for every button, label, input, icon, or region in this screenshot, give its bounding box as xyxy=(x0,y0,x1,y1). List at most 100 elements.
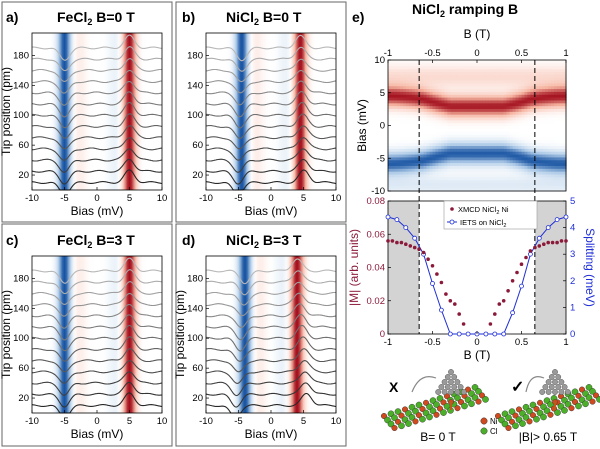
heatmap-cell xyxy=(459,105,463,110)
heatmap-cell xyxy=(530,185,534,189)
heatmap-cell xyxy=(494,79,499,84)
heatmap-cell xyxy=(563,136,567,141)
heatmap-cell xyxy=(468,60,472,64)
heatmap-cell xyxy=(462,68,466,72)
heatmap-cell xyxy=(459,119,463,124)
heatmap-cell xyxy=(414,145,419,149)
heatmap-cell xyxy=(509,151,514,155)
heatmap-cell xyxy=(408,134,413,138)
heatmap-cell xyxy=(459,60,463,64)
heatmap-cell xyxy=(548,136,552,141)
heatmap-cell xyxy=(545,134,549,138)
heatmap-cell xyxy=(536,79,540,84)
xmcd-point xyxy=(430,264,435,268)
legend-iets-marker xyxy=(449,219,455,225)
heatmap-cell xyxy=(435,134,440,138)
heatmap-cell xyxy=(479,82,484,87)
heatmap-cell xyxy=(530,179,534,184)
heatmap-cell xyxy=(512,159,517,164)
heatmap-cell xyxy=(447,88,451,92)
heatmap-cell xyxy=(530,151,534,155)
heatmap-cell xyxy=(411,182,416,186)
heatmap-cell xyxy=(521,188,526,192)
legend-xmcd-label: XMCD NiCl2 Ni xyxy=(458,205,509,216)
heatmap-cell xyxy=(479,176,484,181)
heatmap-cell xyxy=(512,122,517,127)
heatmap-cell xyxy=(444,82,448,87)
heatmap-cell xyxy=(438,185,442,189)
heatmap-cell xyxy=(429,74,434,78)
heatmap-cell xyxy=(417,105,422,110)
heatmap-cell xyxy=(441,77,445,81)
heatmap-cell xyxy=(527,88,531,92)
heatmap-cell xyxy=(515,94,520,98)
heatmap-cell xyxy=(462,99,466,104)
heatmap-cell xyxy=(512,179,517,184)
heatmap-cell xyxy=(453,171,457,175)
heatmap-cell xyxy=(411,82,416,87)
heatmap-cell xyxy=(402,145,407,149)
heatmap-cell xyxy=(405,131,410,135)
heatmap-cell xyxy=(474,151,478,155)
heatmap-cell xyxy=(471,188,475,192)
heatmap-cell xyxy=(471,111,475,115)
cl-atom xyxy=(512,422,519,430)
heatmap-cell xyxy=(536,131,540,135)
heatmap-cell xyxy=(453,176,457,181)
heatmap-cell xyxy=(536,111,540,115)
heatmap-cell xyxy=(488,122,493,127)
heatmap-cell xyxy=(518,68,523,72)
heatmap-cell xyxy=(432,102,437,107)
heatmap-cell xyxy=(471,108,475,112)
heatmap-cell xyxy=(509,71,514,75)
xmcd-point xyxy=(546,240,550,245)
panel-e-left-ytick-label: 0.08 xyxy=(367,196,386,207)
xmcd-point xyxy=(395,240,399,245)
xmcd-point xyxy=(408,244,413,248)
heatmap-cell xyxy=(548,128,552,132)
heatmap-cell xyxy=(414,182,419,186)
heatmap-cell xyxy=(512,185,517,189)
heatmap-cell xyxy=(530,131,534,135)
heatmap-cell xyxy=(423,85,428,90)
heatmap-cell xyxy=(500,79,505,84)
heatmap-cell xyxy=(479,125,484,129)
heatmap-cell xyxy=(557,116,561,121)
heatmap-cell xyxy=(500,188,505,192)
heatmap-cell xyxy=(435,116,440,121)
tip-atom xyxy=(555,384,562,390)
heatmap-cell xyxy=(497,156,502,161)
heatmap-cell xyxy=(539,165,543,169)
heatmap-cell xyxy=(405,165,410,169)
heatmap-cell xyxy=(438,85,442,90)
heatmap-cell xyxy=(396,142,401,147)
heatmap-cell xyxy=(396,148,401,152)
heatmap-cell xyxy=(396,88,401,92)
heatmap-cell xyxy=(420,111,425,115)
heatmap-cell xyxy=(477,94,481,98)
heatmap-cell xyxy=(477,119,481,124)
heatmap-cell xyxy=(479,99,484,104)
heatmap-cell xyxy=(500,179,505,184)
heatmap-cell xyxy=(402,97,407,101)
heatmap-cell xyxy=(471,153,475,158)
heatmap-cell xyxy=(444,62,448,67)
cl-atom xyxy=(468,400,475,408)
heatmap-cell xyxy=(441,182,445,186)
heatmap-cell xyxy=(468,179,472,184)
heatmap-cell xyxy=(500,125,505,129)
heatmap-cell xyxy=(539,153,543,158)
heatmap-cell xyxy=(390,142,395,147)
heatmap-cell xyxy=(542,82,546,87)
heatmap-cell xyxy=(488,173,493,178)
heatmap-cell xyxy=(465,60,469,64)
heatmap-cell xyxy=(450,162,454,166)
heatmap-cell xyxy=(411,139,416,144)
heatmap-cell xyxy=(527,145,531,149)
heatmap-cell xyxy=(557,71,561,75)
heatmap-cell xyxy=(557,88,561,92)
heatmap-cell xyxy=(482,71,487,75)
panel-b-xtick-label: 10 xyxy=(331,193,342,204)
heatmap-cell xyxy=(488,79,493,84)
heatmap-cell xyxy=(411,151,416,155)
